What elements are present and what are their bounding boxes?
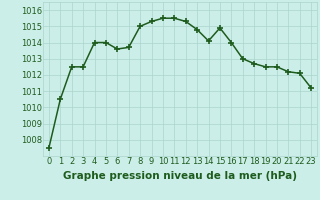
- X-axis label: Graphe pression niveau de la mer (hPa): Graphe pression niveau de la mer (hPa): [63, 171, 297, 181]
